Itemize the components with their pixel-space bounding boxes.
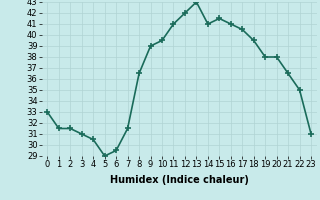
X-axis label: Humidex (Indice chaleur): Humidex (Indice chaleur) <box>110 175 249 185</box>
